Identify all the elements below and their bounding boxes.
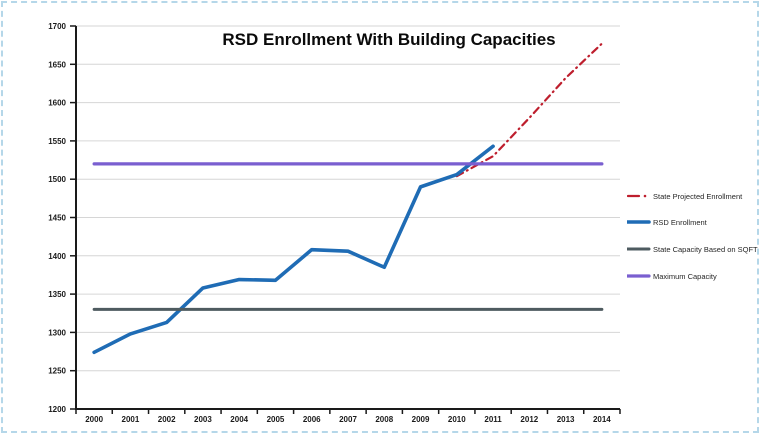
x-axis-label: 2013 [557, 415, 575, 424]
x-axis-label: 2011 [484, 415, 502, 424]
y-axis-label: 1250 [48, 367, 66, 376]
y-axis-label: 1700 [48, 22, 66, 31]
y-axis-label: 1400 [48, 252, 66, 261]
legend-item-state-capacity-sqft: State Capacity Based on SQFT [627, 244, 758, 254]
solid-line-icon [627, 274, 651, 278]
dash-dot-line-icon [627, 194, 647, 198]
y-axis-label: 1550 [48, 137, 66, 146]
y-axis-label: 1650 [48, 60, 66, 69]
legend: State Projected Enrollment RSD Enrollmen… [627, 0, 759, 434]
legend-label: State Capacity Based on SQFT [653, 244, 758, 254]
y-axis-label: 1200 [48, 405, 66, 414]
series-line-rsd-enrollment [92, 144, 495, 355]
y-axis-label: 1450 [48, 214, 66, 223]
x-axis-label: 2005 [267, 415, 285, 424]
y-axis-label: 1600 [48, 99, 66, 108]
x-axis-label: 2007 [339, 415, 357, 424]
solid-line-icon [627, 220, 651, 224]
y-axis-label: 1350 [48, 290, 66, 299]
x-axis-label: 2006 [303, 415, 321, 424]
x-axis-label: 2004 [230, 415, 248, 424]
x-axis-label: 2000 [85, 415, 103, 424]
x-axis-label: 2009 [412, 415, 430, 424]
x-axis-label: 2010 [448, 415, 466, 424]
solid-line-icon [627, 247, 651, 251]
legend-item-maximum-capacity: Maximum Capacity [627, 271, 717, 281]
legend-item-rsd-enrollment: RSD Enrollment [627, 217, 707, 227]
y-axis-label: 1500 [48, 175, 66, 184]
legend-dot [643, 194, 647, 198]
x-axis-label: 2008 [375, 415, 393, 424]
legend-item-state-projected-enrollment: State Projected Enrollment [627, 191, 742, 201]
x-axis-label: 2012 [520, 415, 538, 424]
x-axis-label: 2002 [158, 415, 176, 424]
legend-label: State Projected Enrollment [653, 191, 743, 201]
legend-label: RSD Enrollment [653, 217, 707, 227]
chart-title: RSD Enrollment With Building Capacities [222, 30, 556, 49]
legend-label: Maximum Capacity [653, 271, 717, 281]
x-axis-label: 2014 [593, 415, 611, 424]
y-axis-label: 1300 [48, 328, 66, 337]
x-axis-label: 2003 [194, 415, 212, 424]
x-axis-label: 2001 [122, 415, 140, 424]
